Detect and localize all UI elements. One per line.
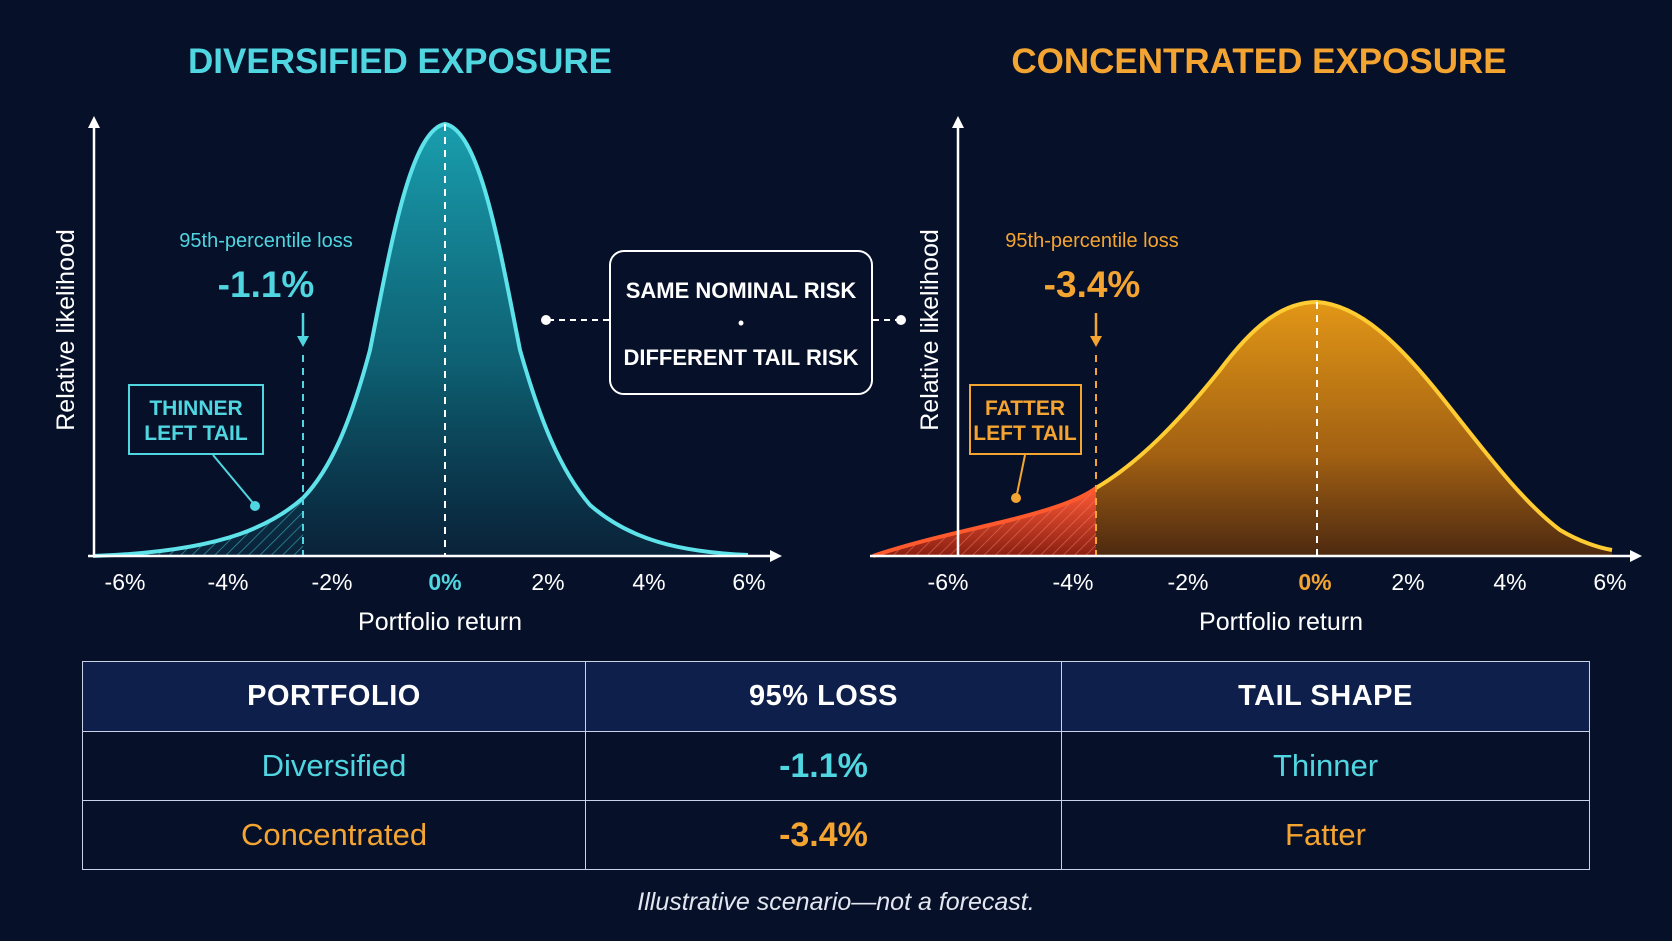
concentrated-tick-neg2: -2% <box>1168 569 1209 595</box>
diversified-tail-annotation-box <box>128 384 264 455</box>
diversified-tail-pointer-dot <box>250 501 260 511</box>
callout-connector-left-dot <box>541 315 551 325</box>
diversified-tail-annotation-line2: LEFT TAIL <box>144 422 248 445</box>
header-95-loss: 95% LOSS <box>585 661 1062 732</box>
diversified-title: DIVERSIFIED EXPOSURE <box>188 42 612 81</box>
diversified-x-axis-arrow <box>770 550 782 562</box>
concentrated-var-arrowhead <box>1090 336 1102 347</box>
concentrated-y-axis-arrow <box>952 116 964 128</box>
diversified-percentile-label: 95th-percentile loss <box>179 230 352 252</box>
concentrated-title: CONCENTRATED EXPOSURE <box>1011 42 1506 81</box>
concentrated-tail-curve <box>872 486 1098 558</box>
diversified-tick-zero: 0% <box>428 569 461 595</box>
diversified-density-area <box>93 124 748 556</box>
footnote: Illustrative scenario—not a forecast. <box>637 888 1035 916</box>
diversified-density-curve <box>92 121 749 558</box>
concentrated-tick-neg6: -6% <box>928 569 969 595</box>
callout-line1: SAME NOMINAL RISK <box>626 278 857 303</box>
row-concentrated-tail: Fatter <box>1061 800 1590 870</box>
concentrated-tick-pos4: 4% <box>1493 569 1526 595</box>
concentrated-tick-pos6: 6% <box>1593 569 1626 595</box>
table-row: Concentrated -3.4% Fatter <box>82 800 1590 870</box>
diversified-tail-hatch <box>93 498 303 556</box>
concentrated-tail-annotation-box <box>969 384 1082 455</box>
row-diversified-loss: -1.1% <box>585 731 1062 801</box>
row-concentrated-loss: -3.4% <box>585 800 1062 870</box>
comparison-callout: SAME NOMINAL RISK • DIFFERENT TAIL RISK <box>541 250 906 395</box>
concentrated-tick-pos2: 2% <box>1391 569 1424 595</box>
header-portfolio: PORTFOLIO <box>82 661 586 732</box>
concentrated-tick-neg4: -4% <box>1053 569 1094 595</box>
diversified-tick-neg6: -6% <box>105 569 146 595</box>
diversified-tick-neg4: -4% <box>208 569 249 595</box>
diversified-x-label: Portfolio return <box>358 608 522 636</box>
concentrated-x-label: Portfolio return <box>1199 608 1363 636</box>
diversified-tick-neg2: -2% <box>312 569 353 595</box>
concentrated-tail-pointer <box>1016 454 1026 495</box>
concentrated-tail-annotation-line2: LEFT TAIL <box>973 422 1077 445</box>
concentrated-density-area <box>873 302 1612 556</box>
header-tail-shape: TAIL SHAPE <box>1061 661 1590 732</box>
concentrated-tail-hatch <box>873 488 1096 556</box>
summary-table: PORTFOLIO 95% LOSS TAIL SHAPE Diversifie… <box>82 661 1590 870</box>
diversified-var-value: -1.1% <box>218 264 315 305</box>
callout-box <box>609 250 873 395</box>
callout-line2: DIFFERENT TAIL RISK <box>623 345 858 370</box>
concentrated-chart: CONCENTRATED EXPOSURE Relative likelihoo… <box>870 42 1642 636</box>
concentrated-var-value: -3.4% <box>1044 264 1141 305</box>
row-diversified-portfolio: Diversified <box>82 731 586 801</box>
table-row: Diversified -1.1% Thinner <box>82 731 1590 801</box>
concentrated-tail-annotation-line1: FATTER <box>985 397 1065 420</box>
concentrated-y-label: Relative likelihood <box>916 229 944 431</box>
concentrated-percentile-label: 95th-percentile loss <box>1005 230 1178 252</box>
diversified-tick-pos4: 4% <box>632 569 665 595</box>
callout-connector-right-dot <box>896 315 906 325</box>
diversified-tick-pos2: 2% <box>531 569 564 595</box>
concentrated-x-axis-arrow <box>1630 550 1642 562</box>
diversified-tail-pointer <box>212 454 254 504</box>
diversified-tick-pos6: 6% <box>732 569 765 595</box>
diversified-y-axis-arrow <box>88 116 100 128</box>
diversified-tail-annotation-line1: THINNER <box>149 397 242 420</box>
diversified-chart: DIVERSIFIED EXPOSURE Relative likelihood… <box>52 42 782 636</box>
diversified-var-arrowhead <box>297 336 309 347</box>
table-header-row: PORTFOLIO 95% LOSS TAIL SHAPE <box>82 661 1590 732</box>
concentrated-density-curve <box>1094 299 1613 552</box>
row-concentrated-portfolio: Concentrated <box>82 800 586 870</box>
diversified-y-label: Relative likelihood <box>52 229 80 431</box>
callout-separator: • <box>738 313 744 333</box>
concentrated-tail-pointer-dot <box>1011 493 1021 503</box>
row-diversified-tail: Thinner <box>1061 731 1590 801</box>
concentrated-tick-zero: 0% <box>1298 569 1331 595</box>
